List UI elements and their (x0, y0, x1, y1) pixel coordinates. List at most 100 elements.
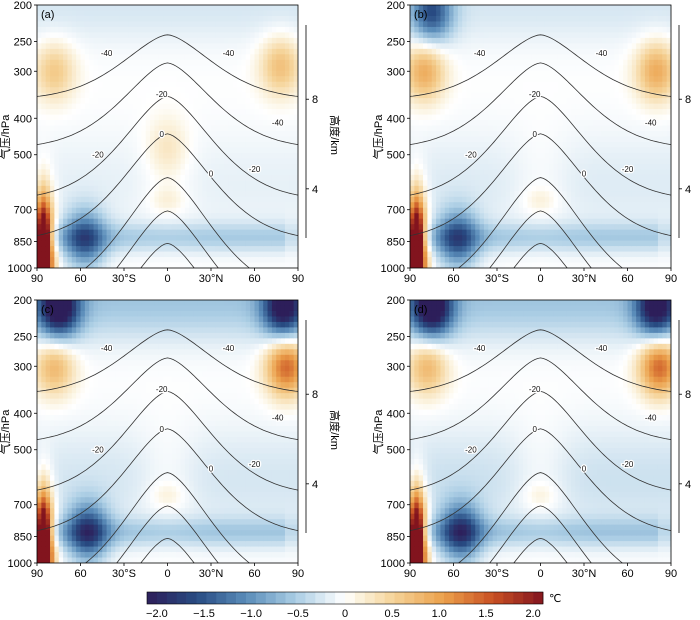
heatmap-cell (167, 5, 173, 12)
heatmap-cell (158, 120, 164, 127)
heatmap-cell (232, 54, 238, 61)
heatmap-cell (258, 65, 264, 72)
heatmap-cell (115, 224, 121, 231)
heatmap-cell (254, 136, 260, 143)
heatmap-cell (171, 70, 177, 77)
heatmap-cell (224, 81, 229, 88)
heatmap-cell (584, 163, 589, 170)
heatmap-cell (258, 43, 264, 50)
heatmap-cell (189, 251, 195, 258)
heatmap-cell (93, 240, 99, 247)
heatmap-cell (470, 70, 476, 77)
heatmap-cell (276, 262, 282, 268)
heatmap-cell (41, 120, 47, 127)
heatmap-cell (128, 15, 134, 23)
heatmap-cell (232, 43, 238, 50)
heatmap-cell (588, 257, 594, 264)
heatmap-cell (163, 92, 169, 99)
heatmap-cell (241, 257, 247, 264)
heatmap-cell (89, 196, 95, 203)
heatmap-cell (566, 136, 572, 143)
heatmap-cell (232, 262, 238, 268)
heatmap-cell (119, 125, 125, 132)
heatmap-cell (531, 125, 537, 132)
heatmap-cell (271, 114, 277, 121)
heatmap-cell (457, 152, 463, 160)
heatmap-cell (263, 32, 269, 39)
heatmap-cell (414, 152, 420, 160)
heatmap-cell (510, 10, 515, 17)
heatmap-cell (137, 109, 142, 116)
heatmap-cell (158, 191, 164, 198)
heatmap-cell (115, 26, 121, 33)
heatmap-cell (41, 43, 47, 50)
heatmap-cell (41, 163, 47, 170)
heatmap-cell (224, 147, 229, 154)
heatmap-cell (171, 87, 177, 94)
heatmap-cell (37, 207, 42, 214)
heatmap-cell (132, 114, 138, 121)
heatmap-cell (37, 98, 42, 105)
heatmap-cell (431, 251, 437, 258)
heatmap-cell (250, 98, 256, 105)
heatmap-cell (63, 21, 69, 28)
heatmap-cell (219, 120, 225, 127)
y-tick-label: 500 (14, 150, 32, 162)
heatmap-cell (145, 125, 151, 132)
heatmap-cell (171, 191, 177, 198)
heatmap-cell (206, 152, 212, 160)
heatmap-cell (523, 207, 529, 214)
heatmap-cell (241, 131, 247, 138)
heatmap-cell (197, 81, 203, 88)
heatmap-cell (76, 15, 82, 23)
heatmap-cell (232, 10, 238, 17)
heatmap-cell (449, 246, 455, 253)
heatmap-cell (579, 174, 585, 181)
heatmap-cell (479, 98, 485, 105)
heatmap-cell (124, 224, 129, 231)
heatmap-cell (570, 262, 576, 268)
heatmap-cell (258, 152, 264, 160)
heatmap-cell (54, 202, 60, 209)
heatmap-cell (523, 120, 529, 127)
heatmap-cell (206, 26, 212, 33)
heatmap-cell (462, 114, 468, 121)
heatmap-cell (119, 76, 125, 83)
heatmap-cell (427, 262, 433, 268)
heatmap-cell (271, 131, 277, 138)
heatmap-cell (483, 257, 489, 264)
heatmap-cell (141, 120, 147, 127)
heatmap-cell (566, 76, 572, 83)
heatmap-cell (202, 43, 208, 50)
heatmap-cell (497, 213, 502, 220)
heatmap-cell (132, 103, 138, 110)
heatmap-cell (54, 235, 60, 242)
heatmap-cell (80, 37, 86, 44)
heatmap-cell (54, 120, 60, 127)
heatmap-cell (444, 43, 450, 50)
heatmap-cell (250, 246, 256, 253)
heatmap-cell (553, 5, 559, 12)
heatmap-cell (228, 207, 234, 214)
heatmap-cell (45, 15, 51, 23)
heatmap-cell (427, 15, 433, 23)
heatmap-cell (163, 43, 169, 50)
heatmap-cell (523, 103, 529, 110)
heatmap-cell (271, 207, 277, 214)
heatmap-cell (280, 207, 286, 214)
heatmap-cell (37, 48, 42, 55)
heatmap-cell (76, 109, 82, 116)
heatmap-cell (518, 174, 524, 181)
heatmap-cell (466, 262, 472, 268)
heatmap-cell (475, 5, 481, 12)
heatmap-cell (488, 120, 494, 127)
heatmap-cell (128, 158, 134, 165)
heatmap-cell (510, 218, 515, 225)
heatmap-cell (137, 158, 142, 165)
heatmap-cell (115, 59, 121, 66)
heatmap-cell (531, 114, 537, 121)
heatmap-cell (289, 262, 295, 268)
heatmap-cell (557, 136, 563, 143)
heatmap-cell (462, 37, 468, 44)
heatmap-cell (584, 92, 589, 99)
